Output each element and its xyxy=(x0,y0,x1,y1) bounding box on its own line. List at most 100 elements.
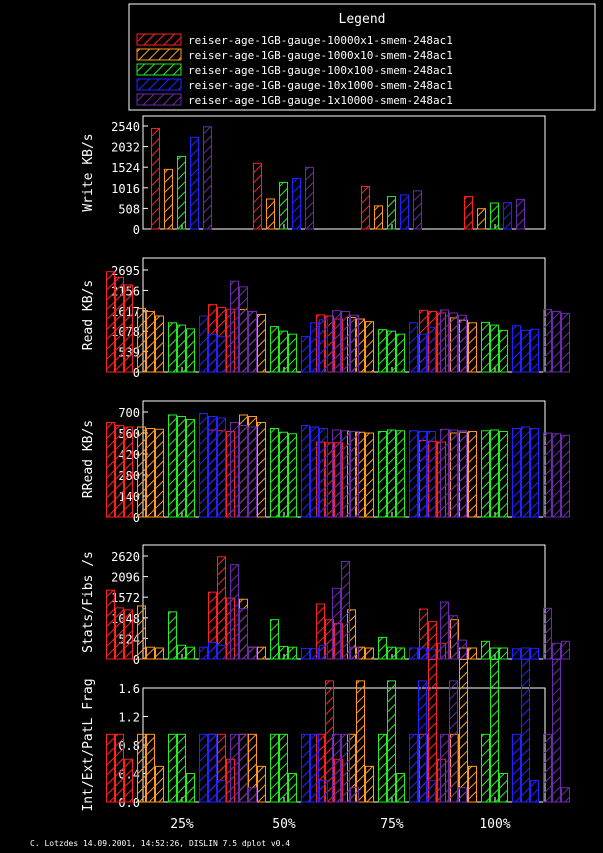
data-bar xyxy=(177,324,186,373)
data-bar xyxy=(115,733,124,803)
data-bar xyxy=(279,330,288,373)
legend-entry-label: reiser-age-1GB-gauge-100x100-smem-248ac1 xyxy=(188,64,453,77)
y-tick-label: 700 xyxy=(118,406,140,420)
data-bar xyxy=(521,426,530,518)
data-bar xyxy=(270,733,279,803)
footer-credit: C. Lotzdes 14.09.2001, 14:52:26, DISLIN … xyxy=(30,839,290,848)
data-bar xyxy=(530,328,539,373)
data-bar xyxy=(427,780,436,803)
data-bar xyxy=(248,787,257,803)
data-bar xyxy=(378,733,387,803)
data-bar xyxy=(481,430,490,518)
data-bar xyxy=(459,659,468,803)
data-bar xyxy=(356,680,365,803)
data-bar xyxy=(561,434,570,518)
data-bar xyxy=(124,609,133,660)
data-bar xyxy=(248,310,257,373)
data-bar xyxy=(305,166,314,230)
y-axis-label: Write KB/s xyxy=(81,133,96,211)
data-bar xyxy=(387,646,396,660)
data-bar xyxy=(279,733,288,803)
legend: Legend reiser-age-1GB-gauge-10000x1-smem… xyxy=(128,3,596,111)
data-bar xyxy=(230,564,239,660)
x-category-label: 50% xyxy=(272,817,296,832)
data-bar xyxy=(490,429,499,518)
data-bar xyxy=(440,601,449,660)
data-bar xyxy=(199,733,208,803)
data-bar xyxy=(106,422,115,518)
data-bar xyxy=(427,648,436,660)
data-bar xyxy=(332,587,341,660)
data-bar xyxy=(106,589,115,660)
y-tick-label: 2096 xyxy=(111,571,140,585)
data-bar xyxy=(341,561,350,660)
y-axis-label: RRead KB/s xyxy=(81,420,96,498)
data-bar xyxy=(378,431,387,518)
data-bar xyxy=(374,205,383,230)
data-bar xyxy=(387,196,396,230)
data-bar xyxy=(341,310,350,373)
data-bar xyxy=(177,644,186,660)
x-category-label: 75% xyxy=(380,817,404,832)
data-bar xyxy=(177,416,186,518)
data-bar xyxy=(400,194,409,230)
data-bar xyxy=(418,431,427,518)
legend-swatch xyxy=(136,63,182,76)
data-bar xyxy=(449,615,458,660)
legend-entry-label: reiser-age-1GB-gauge-1000x10-smem-248ac1 xyxy=(188,49,453,62)
y-tick-label: 1572 xyxy=(111,591,140,605)
data-bar xyxy=(301,647,310,660)
data-bar xyxy=(521,659,530,803)
data-bar xyxy=(137,605,146,660)
data-bar xyxy=(512,648,521,660)
data-bar xyxy=(253,162,262,230)
data-bar xyxy=(124,284,133,373)
data-bar xyxy=(168,611,177,660)
data-bar xyxy=(512,733,521,803)
data-bar xyxy=(440,309,449,373)
data-bar xyxy=(270,326,279,373)
data-bar xyxy=(168,414,177,518)
data-bar xyxy=(279,181,288,230)
data-bar xyxy=(458,787,467,803)
data-bar xyxy=(199,315,208,373)
data-bar xyxy=(137,426,146,518)
data-bar xyxy=(186,328,195,373)
plot-frame xyxy=(142,115,546,230)
legend-swatch xyxy=(136,93,182,106)
data-bar xyxy=(512,325,521,373)
data-bar xyxy=(203,126,212,230)
data-bar xyxy=(270,428,279,518)
y-tick-label: 2032 xyxy=(111,141,140,155)
data-bar xyxy=(552,642,561,660)
data-bar xyxy=(418,333,427,373)
data-bar xyxy=(481,321,490,373)
data-bar xyxy=(387,680,396,803)
data-bar xyxy=(124,758,133,803)
data-bar xyxy=(239,733,248,803)
y-tick-label: 2620 xyxy=(111,550,140,564)
data-bar xyxy=(186,646,195,660)
legend-entry-label: reiser-age-1GB-gauge-10x1000-smem-248ac1 xyxy=(188,79,453,92)
data-bar xyxy=(499,647,508,660)
data-bar xyxy=(499,773,508,803)
legend-title: Legend xyxy=(339,12,386,27)
data-bar xyxy=(310,647,319,660)
data-bar xyxy=(396,773,405,803)
data-bar xyxy=(279,645,288,660)
data-bar xyxy=(146,310,155,373)
data-bar xyxy=(319,644,328,660)
data-bar xyxy=(301,425,310,518)
data-bar xyxy=(521,329,530,373)
data-bar xyxy=(230,280,239,373)
data-bar xyxy=(217,780,226,803)
data-bar xyxy=(168,733,177,803)
data-bar xyxy=(418,680,427,803)
data-bar xyxy=(115,276,124,373)
data-bar xyxy=(341,430,350,518)
y-tick-label: 1.2 xyxy=(118,711,140,725)
data-bar xyxy=(387,330,396,373)
